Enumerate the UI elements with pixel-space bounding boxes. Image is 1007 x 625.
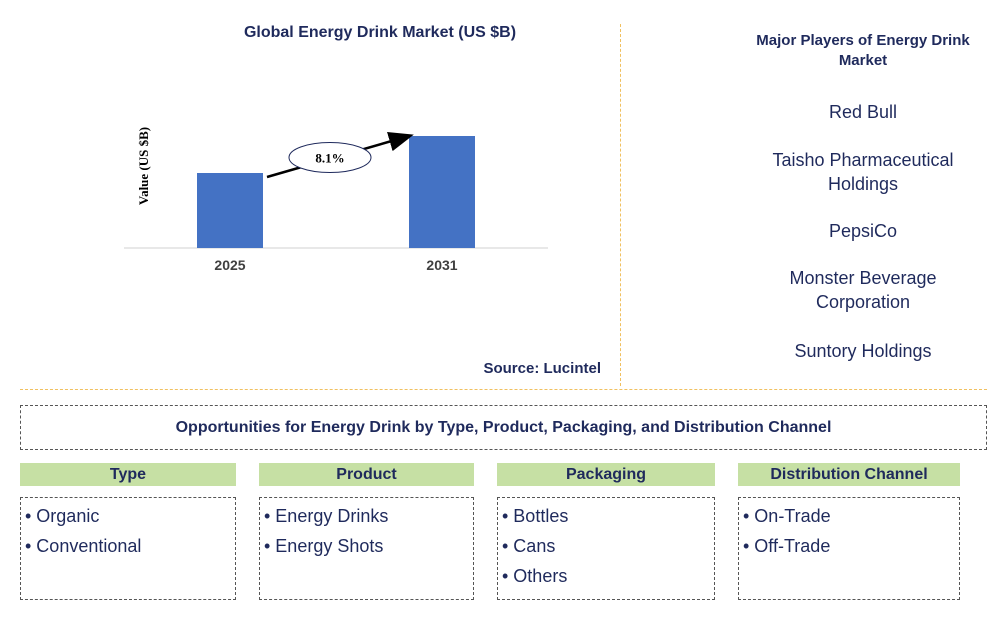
player-name: Monster Beverage Corporation (740, 266, 986, 314)
player-name: Red Bull (740, 100, 986, 124)
player-name: Suntory Holdings (740, 339, 986, 363)
source-note: Source: Lucintel (483, 360, 601, 377)
bar-chart: Value (US $B) 2025 2031 8.1% (124, 127, 548, 273)
cagr-bubble (288, 142, 372, 173)
segment-item: • Energy Drinks (264, 506, 389, 526)
segment-header: Product (259, 463, 474, 486)
player-name-line: Monster Beverage (789, 268, 937, 288)
segment-item: • Off-Trade (743, 536, 831, 556)
segment-item: • Conventional (25, 536, 142, 556)
segment-item: • On-Trade (743, 506, 831, 526)
segment-header: Distribution Channel (738, 463, 960, 486)
segment-item: • Others (502, 566, 568, 586)
horizontal-divider (20, 389, 987, 390)
segment-header: Type (20, 463, 236, 486)
segment-item: • Organic (25, 506, 100, 526)
segment-header: Packaging (497, 463, 715, 486)
segment-list: • Energy Drinks • Energy Shots (259, 497, 474, 600)
segment-list: • Bottles • Cans • Others (497, 497, 715, 600)
segment-list: • On-Trade • Off-Trade (738, 497, 960, 600)
segment-item: • Energy Shots (264, 536, 384, 556)
player-name-line: Holdings (827, 174, 899, 194)
player-name-line: Corporation (815, 292, 911, 312)
x-tick-label: 2031 (426, 257, 457, 273)
segment-list: • Organic • Conventional (20, 497, 236, 600)
player-name-line: Red Bull (828, 102, 898, 122)
bar-2031 (409, 136, 475, 248)
x-tick-label: 2025 (214, 257, 245, 273)
players-title: Major Players of Energy Drink Market (756, 32, 970, 69)
bar-2025 (197, 173, 263, 248)
chart-title: Global Energy Drink Market (US $B) (243, 24, 517, 41)
player-name-line: PepsiCo (828, 221, 898, 241)
player-name-line: Suntory Holdings (794, 341, 932, 361)
opportunities-title: Opportunities for Energy Drink by Type, … (20, 405, 987, 450)
player-name: Taisho Pharmaceutical Holdings (740, 148, 986, 196)
y-axis-label: Value (US $B) (136, 127, 151, 205)
cagr-label: 8.1% (315, 151, 344, 166)
segment-item: • Cans (502, 536, 556, 556)
player-name: PepsiCo (740, 219, 986, 243)
vertical-divider (620, 24, 621, 386)
segment-item: • Bottles (502, 506, 569, 526)
player-name-line: Taisho Pharmaceutical (772, 150, 954, 170)
